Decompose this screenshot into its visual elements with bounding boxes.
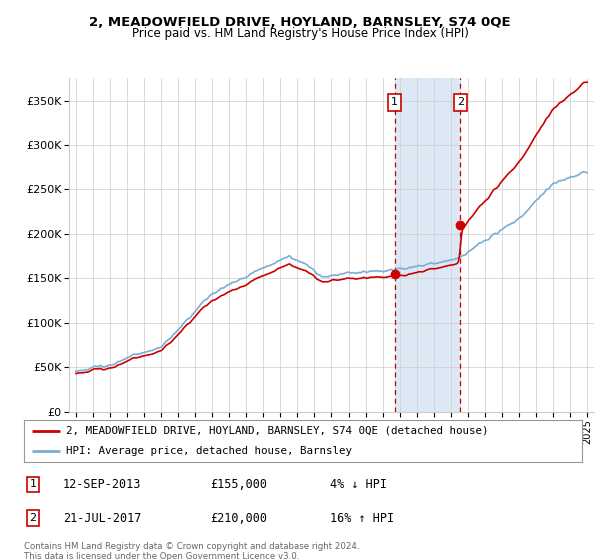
Text: Price paid vs. HM Land Registry's House Price Index (HPI): Price paid vs. HM Land Registry's House … bbox=[131, 27, 469, 40]
Text: 21-JUL-2017: 21-JUL-2017 bbox=[63, 511, 142, 525]
Text: 4% ↓ HPI: 4% ↓ HPI bbox=[330, 478, 387, 491]
Text: 2: 2 bbox=[29, 513, 37, 523]
Text: 2, MEADOWFIELD DRIVE, HOYLAND, BARNSLEY, S74 0QE (detached house): 2, MEADOWFIELD DRIVE, HOYLAND, BARNSLEY,… bbox=[66, 426, 488, 436]
Text: £155,000: £155,000 bbox=[210, 478, 267, 491]
Text: 2: 2 bbox=[457, 97, 464, 108]
Text: 12-SEP-2013: 12-SEP-2013 bbox=[63, 478, 142, 491]
Text: Contains HM Land Registry data © Crown copyright and database right 2024.
This d: Contains HM Land Registry data © Crown c… bbox=[24, 542, 359, 560]
Bar bbox=[395, 78, 460, 412]
Text: £210,000: £210,000 bbox=[210, 511, 267, 525]
Text: HPI: Average price, detached house, Barnsley: HPI: Average price, detached house, Barn… bbox=[66, 446, 352, 456]
Text: 16% ↑ HPI: 16% ↑ HPI bbox=[330, 511, 394, 525]
Text: 1: 1 bbox=[29, 479, 37, 489]
Text: 1: 1 bbox=[391, 97, 398, 108]
Text: 2, MEADOWFIELD DRIVE, HOYLAND, BARNSLEY, S74 0QE: 2, MEADOWFIELD DRIVE, HOYLAND, BARNSLEY,… bbox=[89, 16, 511, 29]
